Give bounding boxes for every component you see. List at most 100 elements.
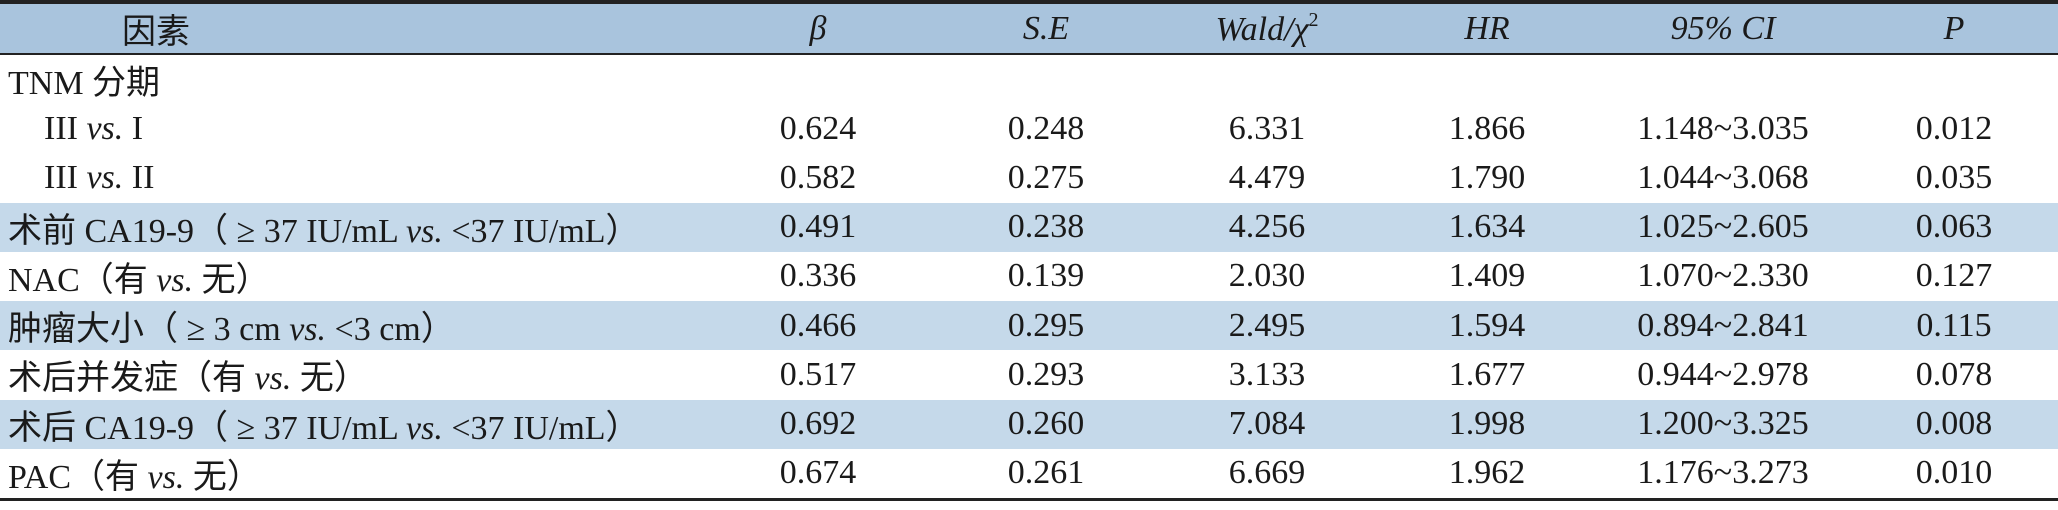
row-factor: NAC（有 vs. 无） bbox=[0, 252, 700, 301]
row-beta: 0.336 bbox=[779, 257, 857, 295]
table-row: 术前 CA19-9（ ≥ 37 IU/mL vs. <37 IU/mL） 0.4… bbox=[0, 202, 2058, 252]
row-factor: 术前 CA19-9（ ≥ 37 IU/mL vs. <37 IU/mL） bbox=[0, 203, 700, 252]
header-wald-sup: 2 bbox=[1308, 8, 1319, 31]
table-top-rule bbox=[0, 0, 2058, 4]
row-ci: 1.070~2.330 bbox=[1637, 257, 1809, 295]
row-ci: 1.200~3.325 bbox=[1637, 405, 1809, 443]
table-row: 肿瘤大小（ ≥ 3 cm vs. <3 cm） 0.466 0.295 2.49… bbox=[0, 301, 2058, 351]
row-p: 0.035 bbox=[1915, 158, 1993, 196]
row-hr: 1.634 bbox=[1448, 208, 1526, 246]
table-row: PAC（有 vs. 无） 0.674 0.261 6.669 1.962 1.1… bbox=[0, 448, 2058, 501]
row-hr: 1.594 bbox=[1448, 306, 1526, 344]
row-ci: 1.176~3.273 bbox=[1596, 448, 1850, 501]
row-p: 0.063 bbox=[1915, 208, 1993, 246]
row-factor-vs: vs. bbox=[406, 212, 443, 250]
row-wald: 6.331 bbox=[1228, 109, 1306, 147]
header-ci: 95% CI bbox=[1596, 4, 1850, 55]
row-factor: PAC（有 vs. 无） bbox=[0, 448, 700, 501]
row-factor-vs: vs. bbox=[147, 458, 185, 496]
row-factor-b: <3 cm） bbox=[326, 311, 455, 349]
row-p: 0.115 bbox=[1916, 306, 1992, 344]
row-factor-vs: vs. bbox=[86, 109, 124, 147]
row-se: 0.260 bbox=[1007, 405, 1085, 443]
row-p: 0.010 bbox=[1850, 448, 2058, 501]
row-p: 0.127 bbox=[1915, 257, 1993, 295]
row-hr bbox=[1378, 54, 1596, 104]
row-hr: 1.790 bbox=[1448, 158, 1526, 196]
row-factor-a: III bbox=[44, 109, 87, 147]
row-factor: 术后 CA19-9（ ≥ 37 IU/mL vs. <37 IU/mL） bbox=[0, 400, 700, 449]
row-factor-a: 肿瘤大小（ ≥ 3 cm bbox=[8, 311, 290, 349]
row-beta: 0.491 bbox=[779, 208, 857, 246]
row-hr: 1.677 bbox=[1448, 355, 1526, 393]
row-beta: 0.674 bbox=[700, 448, 936, 501]
table-row: III vs. I 0.624 0.248 6.331 1.866 1.148~… bbox=[0, 104, 2058, 153]
row-wald bbox=[1156, 54, 1378, 104]
row-ci: 1.025~2.605 bbox=[1637, 208, 1809, 246]
row-factor-vs: vs. bbox=[406, 409, 443, 447]
row-se: 0.261 bbox=[936, 448, 1156, 501]
row-factor-a: 术后 CA19-9（ ≥ 37 IU/mL bbox=[8, 409, 406, 447]
row-se: 0.139 bbox=[1007, 257, 1085, 295]
row-wald: 2.030 bbox=[1228, 257, 1306, 295]
row-hr: 1.409 bbox=[1448, 257, 1526, 295]
row-ci: 0.894~2.841 bbox=[1637, 306, 1809, 344]
row-hr: 1.998 bbox=[1448, 405, 1526, 443]
header-factor: 因素 bbox=[0, 4, 700, 55]
row-factor-b: 无） bbox=[193, 261, 270, 299]
row-wald: 4.479 bbox=[1228, 158, 1306, 196]
row-factor-a: 术前 CA19-9（ ≥ 37 IU/mL bbox=[8, 212, 406, 250]
row-ci: 0.944~2.978 bbox=[1637, 355, 1809, 393]
row-wald: 2.495 bbox=[1228, 306, 1306, 344]
row-beta: 0.466 bbox=[779, 306, 857, 344]
row-factor-b: <37 IU/mL） bbox=[442, 409, 640, 447]
row-beta bbox=[700, 54, 936, 104]
row-beta: 0.517 bbox=[779, 355, 857, 393]
header-hr: HR bbox=[1378, 4, 1596, 55]
row-beta: 0.582 bbox=[779, 158, 857, 196]
table-row: 术后并发症（有 vs. 无） 0.517 0.293 3.133 1.677 0… bbox=[0, 350, 2058, 399]
row-factor-a: PAC（有 bbox=[8, 458, 148, 496]
row-se: 0.248 bbox=[1007, 109, 1085, 147]
row-factor-vs: vs. bbox=[254, 360, 292, 398]
row-beta: 0.624 bbox=[779, 109, 857, 147]
row-factor: TNM 分期 bbox=[8, 65, 161, 102]
row-factor-b: 无） bbox=[184, 458, 261, 496]
header-wald: Wald/χ2 bbox=[1156, 4, 1378, 55]
row-ci: 1.044~3.068 bbox=[1637, 158, 1809, 196]
row-se: 0.293 bbox=[1007, 355, 1085, 393]
row-factor-vs: vs. bbox=[86, 158, 124, 196]
row-factor-vs: vs. bbox=[156, 261, 194, 299]
table-row: NAC（有 vs. 无） 0.336 0.139 2.030 1.409 1.0… bbox=[0, 252, 2058, 301]
row-factor-b: I bbox=[123, 109, 144, 147]
table-row: III vs. II 0.582 0.275 4.479 1.790 1.044… bbox=[0, 153, 2058, 202]
row-se: 0.295 bbox=[1007, 306, 1085, 344]
table-row: TNM 分期 bbox=[0, 54, 2058, 104]
row-p: 0.008 bbox=[1915, 405, 1993, 443]
row-se: 0.275 bbox=[1007, 158, 1085, 196]
row-factor-a: 术后并发症（有 bbox=[8, 360, 255, 398]
row-wald: 4.256 bbox=[1228, 208, 1306, 246]
row-factor: III vs. I bbox=[0, 104, 700, 153]
header-beta: β bbox=[700, 4, 936, 55]
header-row: 因素 β S.E Wald/χ2 HR 95% CI P bbox=[0, 4, 2058, 55]
header-wald-chi: χ bbox=[1293, 10, 1309, 48]
row-factor-b: II bbox=[123, 158, 155, 196]
header-p: P bbox=[1850, 4, 2058, 55]
row-factor: III vs. II bbox=[0, 153, 700, 202]
row-factor-a: NAC（有 bbox=[8, 261, 157, 299]
row-se: 0.238 bbox=[1007, 208, 1085, 246]
row-factor: 术后并发症（有 vs. 无） bbox=[0, 350, 700, 399]
row-factor-b: <37 IU/mL） bbox=[442, 212, 640, 250]
table-row: 术后 CA19-9（ ≥ 37 IU/mL vs. <37 IU/mL） 0.6… bbox=[0, 399, 2058, 449]
row-beta: 0.692 bbox=[779, 405, 857, 443]
header-wald-prefix: Wald/ bbox=[1215, 10, 1294, 48]
row-wald: 7.084 bbox=[1228, 405, 1306, 443]
row-p bbox=[1850, 54, 2058, 104]
row-factor-vs: vs. bbox=[289, 311, 327, 349]
row-p: 0.078 bbox=[1915, 355, 1993, 393]
row-wald: 6.669 bbox=[1156, 448, 1378, 501]
row-wald: 3.133 bbox=[1228, 355, 1306, 393]
row-ci bbox=[1596, 54, 1850, 104]
row-factor: 肿瘤大小（ ≥ 3 cm vs. <3 cm） bbox=[0, 301, 700, 350]
